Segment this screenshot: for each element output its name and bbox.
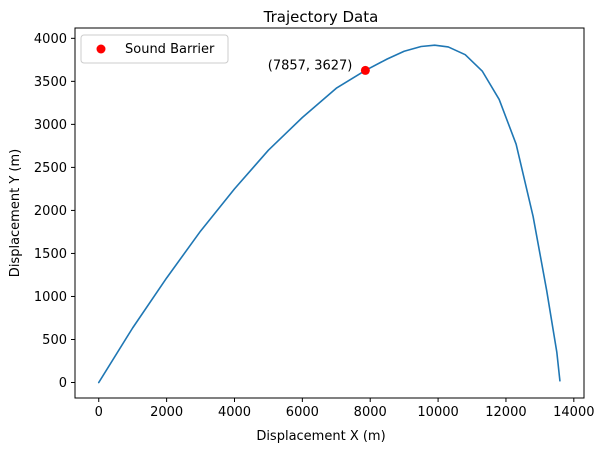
- y-axis-ticks: 0 500 1000 1500 2000 2500 3000 3500 4000: [34, 32, 75, 391]
- x-tick-label: 0: [95, 405, 103, 420]
- annotation-layer: (7857, 3627): [268, 58, 353, 73]
- y-tick-label: 3000: [34, 118, 67, 133]
- legend-label-sound-barrier: Sound Barrier: [125, 42, 215, 57]
- y-tick-label: 2000: [34, 204, 67, 219]
- x-tick-label: 2000: [150, 405, 183, 420]
- y-tick-label: 2500: [34, 161, 67, 176]
- x-axis-label: Displacement X (m): [256, 429, 385, 444]
- x-axis-ticks: 0 2000 4000 6000 8000 10000 12000 14000: [95, 398, 594, 420]
- y-tick-label: 500: [42, 333, 67, 348]
- legend: Sound Barrier: [80, 34, 229, 64]
- sound-barrier-point: [360, 65, 370, 75]
- y-tick-label: 3500: [34, 75, 67, 90]
- annotation-label: (7857, 3627): [268, 58, 353, 73]
- legend-marker-sound-barrier: [96, 44, 106, 54]
- axes-frame: [74, 27, 585, 399]
- chart-title: Trajectory Data: [263, 8, 379, 26]
- x-tick-label: 10000: [417, 405, 458, 420]
- plot-area: 0 2000 4000 6000 8000 10000 12000 14000 0 500 100…: [34, 27, 594, 420]
- legend-box: [80, 34, 229, 64]
- x-tick-label: 8000: [354, 405, 387, 420]
- x-tick-label: 6000: [286, 405, 319, 420]
- x-tick-label: 12000: [485, 405, 526, 420]
- y-axis-label: Displacement Y (m): [8, 149, 23, 277]
- x-tick-label: 4000: [218, 405, 251, 420]
- trajectory-line: [97, 44, 561, 384]
- y-tick-label: 1500: [34, 247, 67, 262]
- y-tick-label: 4000: [34, 32, 67, 47]
- y-tick-label: 1000: [34, 290, 67, 305]
- y-tick-label: 0: [59, 376, 67, 391]
- x-tick-label: 14000: [553, 405, 594, 420]
- series-layer: [97, 44, 561, 384]
